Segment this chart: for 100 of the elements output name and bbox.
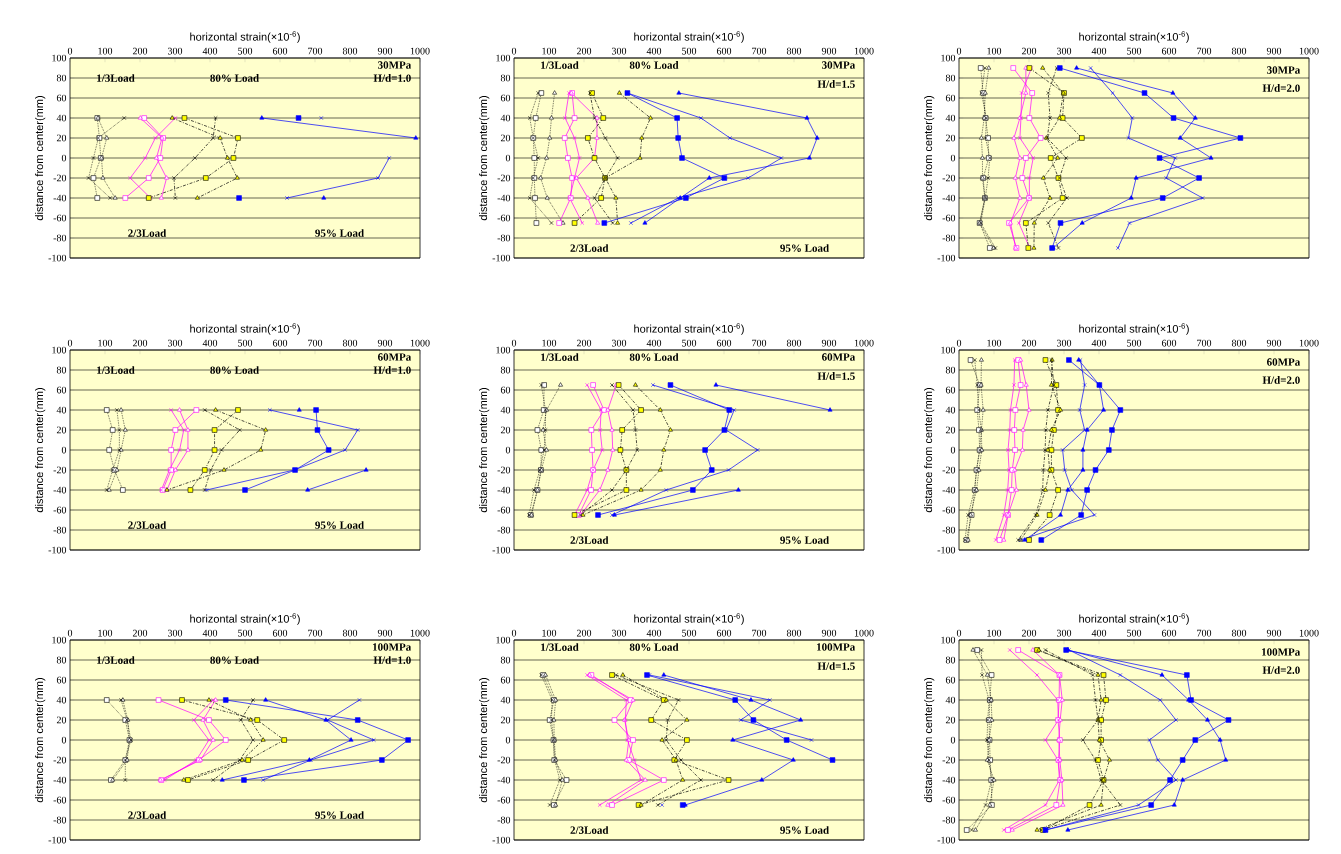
y-tick-label: -20 <box>53 174 67 182</box>
x-tick-label: 600 <box>272 629 288 637</box>
y-tick-label: -40 <box>497 194 511 202</box>
x-tick-label: 900 <box>821 339 837 347</box>
text: H/d=1.0 <box>373 74 411 82</box>
text: H/d=2.0 <box>1262 666 1300 674</box>
x-tick-label: 500 <box>1127 629 1142 637</box>
x-tick-label: 500 <box>682 339 697 347</box>
y-tick-label: -40 <box>942 486 956 494</box>
y-tick-label: 0 <box>505 154 511 162</box>
y-tick-label: 100 <box>52 636 67 644</box>
x-tick-label: 700 <box>1197 47 1212 55</box>
x-tick-label: 100 <box>987 339 1002 347</box>
y-tick-label: 0 <box>950 446 956 454</box>
x-axis-title: horizontal strain(×10$^{-6}$) <box>190 31 300 43</box>
y-tick-label: -100 <box>48 254 67 262</box>
y-tick-label: 80 <box>945 366 956 374</box>
y-tick-label: 80 <box>56 366 67 374</box>
x-axis-title: horizontal strain(×10$^{-6}$) <box>1079 613 1189 625</box>
y-tick-label: -80 <box>53 234 67 242</box>
y-tick-label: 40 <box>945 406 956 414</box>
x-tick-label: 1000 <box>1299 339 1319 347</box>
text: H/d=1.5 <box>817 372 855 380</box>
y-tick-label: 0 <box>505 446 511 454</box>
x-tick-label: 100 <box>987 47 1002 55</box>
y-tick-label: -20 <box>942 466 956 474</box>
x-tick-label: 0 <box>511 47 517 55</box>
y-tick-label: -40 <box>497 486 511 494</box>
annotation: 95% Load <box>780 826 829 834</box>
x-tick-label: 700 <box>752 629 767 637</box>
x-tick-label: 700 <box>752 47 767 55</box>
y-tick-label: 20 <box>945 716 956 724</box>
text: H/d=1.0 <box>373 366 411 374</box>
y-tick-label: 100 <box>941 636 956 644</box>
x-tick-label: 500 <box>1127 47 1142 55</box>
y-tick-label: 80 <box>500 366 511 374</box>
annotation: 2/3Load <box>570 244 609 252</box>
x-tick-label: 300 <box>611 47 627 55</box>
x-tick-label: 400 <box>1091 629 1107 637</box>
x-tick-label: 800 <box>1231 47 1247 55</box>
y-tick-label: 0 <box>61 154 67 162</box>
x-tick-label: 1000 <box>1299 47 1319 55</box>
y-axis-title: distance from center(mm) <box>924 388 935 513</box>
y-tick-label: -40 <box>497 776 511 784</box>
x-tick-label: 900 <box>377 47 393 55</box>
y-tick-label: -100 <box>492 254 511 262</box>
text: 60MPa <box>1267 358 1301 366</box>
x-tick-label: 900 <box>1266 47 1282 55</box>
annotation: 2/3Load <box>570 826 609 834</box>
x-axis-title: horizontal strain(×10$^{-6}$) <box>634 323 744 335</box>
annotation: 95% Load <box>315 811 364 819</box>
x-axis-title: horizontal strain(×10$^{-6}$) <box>190 323 300 335</box>
x-tick-label: 500 <box>1127 339 1142 347</box>
x-tick-label: 400 <box>646 339 662 347</box>
annotation: 80% Load <box>210 656 259 664</box>
text: H/d=1.5 <box>817 662 855 670</box>
x-tick-label: 0 <box>511 339 517 347</box>
x-tick-label: 500 <box>238 629 253 637</box>
y-tick-label: -100 <box>937 546 956 554</box>
y-tick-label: 60 <box>56 386 67 394</box>
x-tick-label: 300 <box>1057 629 1072 637</box>
annotation: 1/3Load <box>97 74 135 82</box>
x-tick-label: 300 <box>1057 339 1072 347</box>
y-tick-label: -100 <box>937 836 956 844</box>
y-tick-label: -60 <box>497 506 511 514</box>
x-tick-label: 700 <box>1197 339 1212 347</box>
x-tick-label: 600 <box>716 629 732 637</box>
y-tick-label: -80 <box>53 526 67 534</box>
y-tick-label: -20 <box>53 756 67 764</box>
annotation: 2/3Load <box>128 521 167 529</box>
chart-title: 30MPa <box>822 61 856 69</box>
x-tick-label: 500 <box>238 339 253 347</box>
y-tick-label: 40 <box>945 114 956 122</box>
x-tick-label: 800 <box>342 339 358 347</box>
annotation: 95% Load <box>780 536 829 544</box>
x-tick-label: 100 <box>987 629 1002 637</box>
annotation: 1/3Load <box>541 61 579 69</box>
x-axis-title: horizontal strain(×10$^{-6}$) <box>190 613 300 625</box>
x-tick-label: 300 <box>611 629 627 637</box>
x-tick-label: 900 <box>1266 629 1282 637</box>
y-tick-label: 0 <box>950 736 956 744</box>
y-tick-label: -80 <box>497 816 511 824</box>
x-tick-label: 700 <box>1197 629 1212 637</box>
y-axis-title: distance from center(mm) <box>924 96 935 221</box>
y-axis-title: distance from center(mm) <box>35 388 46 513</box>
y-tick-label: 80 <box>500 656 511 664</box>
y-tick-label: 80 <box>56 656 67 664</box>
y-tick-label: -20 <box>53 466 67 474</box>
y-tick-label: -80 <box>53 816 67 824</box>
annotation: 2/3Load <box>570 536 609 544</box>
y-tick-label: -40 <box>53 776 67 784</box>
x-tick-label: 200 <box>1021 629 1037 637</box>
y-tick-label: 60 <box>945 94 956 102</box>
x-tick-label: 400 <box>202 47 218 55</box>
chart-title: 60MPa <box>822 353 856 361</box>
y-tick-label: -20 <box>942 174 956 182</box>
y-axis-title: distance from center(mm) <box>35 96 46 221</box>
x-tick-label: 400 <box>646 629 662 637</box>
x-tick-label: 200 <box>576 339 592 347</box>
x-tick-label: 500 <box>682 629 697 637</box>
